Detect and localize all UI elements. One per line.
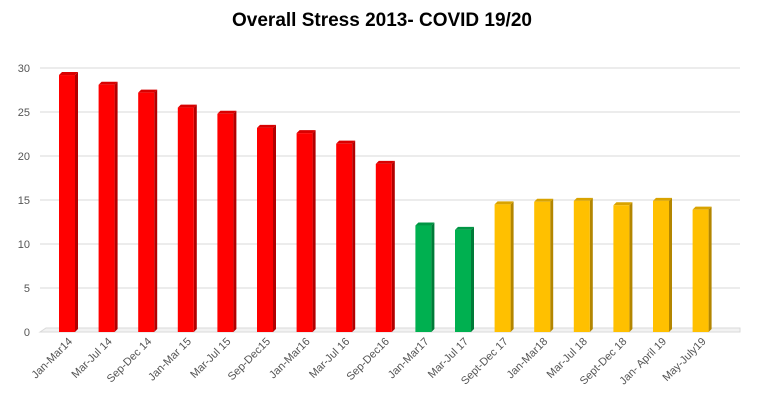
bar [336, 140, 356, 332]
x-tick-label: Jan-Mar14 [29, 336, 75, 382]
chart-title: Overall Stress 2013- COVID 19/20 [232, 10, 532, 31]
y-tick-label: 0 [24, 327, 30, 339]
bar [98, 81, 118, 332]
bar [177, 104, 197, 332]
x-tick-label: Sep-Dec15 [226, 336, 273, 383]
bar [653, 197, 672, 332]
x-tick-label: Sep-Dec16 [345, 336, 392, 383]
bar [534, 198, 554, 332]
x-tick-label: Jan-Mar18 [505, 336, 551, 382]
bar [613, 202, 633, 332]
y-tick-label: 25 [18, 107, 30, 119]
bar [257, 124, 276, 332]
y-tick-label: 20 [18, 151, 30, 163]
x-tick-label: Jan-Mar 15 [146, 336, 194, 384]
x-tick-label: Jan-Mar16 [267, 336, 313, 382]
bar [296, 130, 316, 332]
bar [217, 110, 237, 332]
y-tick-label: 30 [18, 63, 30, 75]
y-tick-label: 10 [18, 239, 30, 251]
bar [138, 89, 158, 332]
bar [692, 206, 712, 332]
bar [59, 72, 78, 332]
bar [573, 197, 593, 332]
bars [59, 72, 712, 332]
y-axis-ticks: 0 5 10 15 20 25 30 [18, 63, 30, 339]
y-tick-label: 5 [24, 283, 30, 295]
y-tick-label: 15 [18, 195, 30, 207]
bar [455, 226, 474, 332]
bar [375, 160, 395, 332]
bar [494, 201, 514, 332]
bar [415, 222, 435, 332]
x-tick-label: Jan-Mar17 [386, 336, 432, 382]
